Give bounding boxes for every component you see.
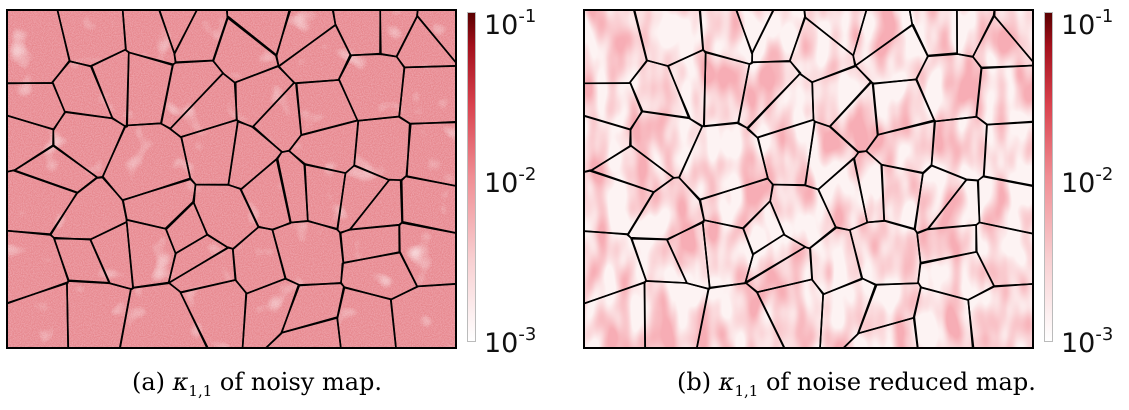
grain-boundary (696, 281, 785, 347)
grain-boundary (589, 144, 675, 193)
grain-boundary (349, 178, 403, 231)
grain-boundary (276, 149, 309, 224)
grain-boundary (666, 220, 711, 290)
grain-boundary-plot-reduced (585, 11, 1032, 347)
low-value-patches (8, 11, 455, 347)
smooth-texture (585, 11, 1032, 347)
colorbar (467, 12, 476, 342)
grain-boundary (416, 11, 455, 63)
grain-map-noisy (6, 9, 457, 349)
grain-boundary (331, 11, 382, 57)
colorbar-tick-bottom: 10-3 (1061, 324, 1114, 359)
grain-boundary (400, 175, 455, 234)
grain-boundary (967, 283, 1032, 347)
grain-boundary (927, 179, 981, 231)
grain-boundary-plot-noisy (8, 11, 455, 347)
grain-boundary (908, 11, 958, 57)
colorbar-tick-top: 10-1 (484, 6, 537, 41)
caption-a: (a) κ1,1 of noisy map. (132, 368, 383, 400)
grain-boundary (853, 150, 885, 224)
grain-boundary (89, 221, 135, 290)
colorbar-tick-mid: 10-2 (484, 164, 537, 199)
grain-boundary (744, 233, 807, 285)
caption-b: (b) κ1,1 of noise reduced map. (677, 368, 1036, 400)
colorbar-tick-mid: 10-2 (1061, 164, 1114, 199)
colorbar (1044, 12, 1053, 342)
colorbar-tick-bottom: 10-3 (484, 324, 537, 359)
grain-boundaries (8, 11, 455, 347)
grain-map-noise-reduced (583, 9, 1034, 349)
grain-boundary (280, 282, 346, 334)
grain-boundary (90, 49, 130, 128)
grain-boundary (789, 16, 856, 84)
grain-boundaries (585, 11, 1032, 347)
panel-noisy-map: 10-1 10-2 10-3 (a) κ1,1 of noisy map. (0, 0, 560, 410)
grain-boundary (212, 15, 280, 84)
grain-boundary (158, 11, 198, 54)
grain-boundary (857, 282, 922, 335)
grain-boundary (667, 49, 707, 127)
grain-boundary (993, 11, 1032, 62)
panel-noise-reduced-map: 10-1 10-2 10-3 (b) κ1,1 of noise reduced… (577, 0, 1129, 410)
grain-boundary (13, 145, 98, 194)
grain-boundary (736, 11, 774, 55)
grain-boundary (167, 234, 230, 285)
grain-boundary (119, 281, 208, 347)
colorbar-tick-top: 10-1 (1061, 6, 1114, 41)
grain-boundary (389, 282, 455, 347)
